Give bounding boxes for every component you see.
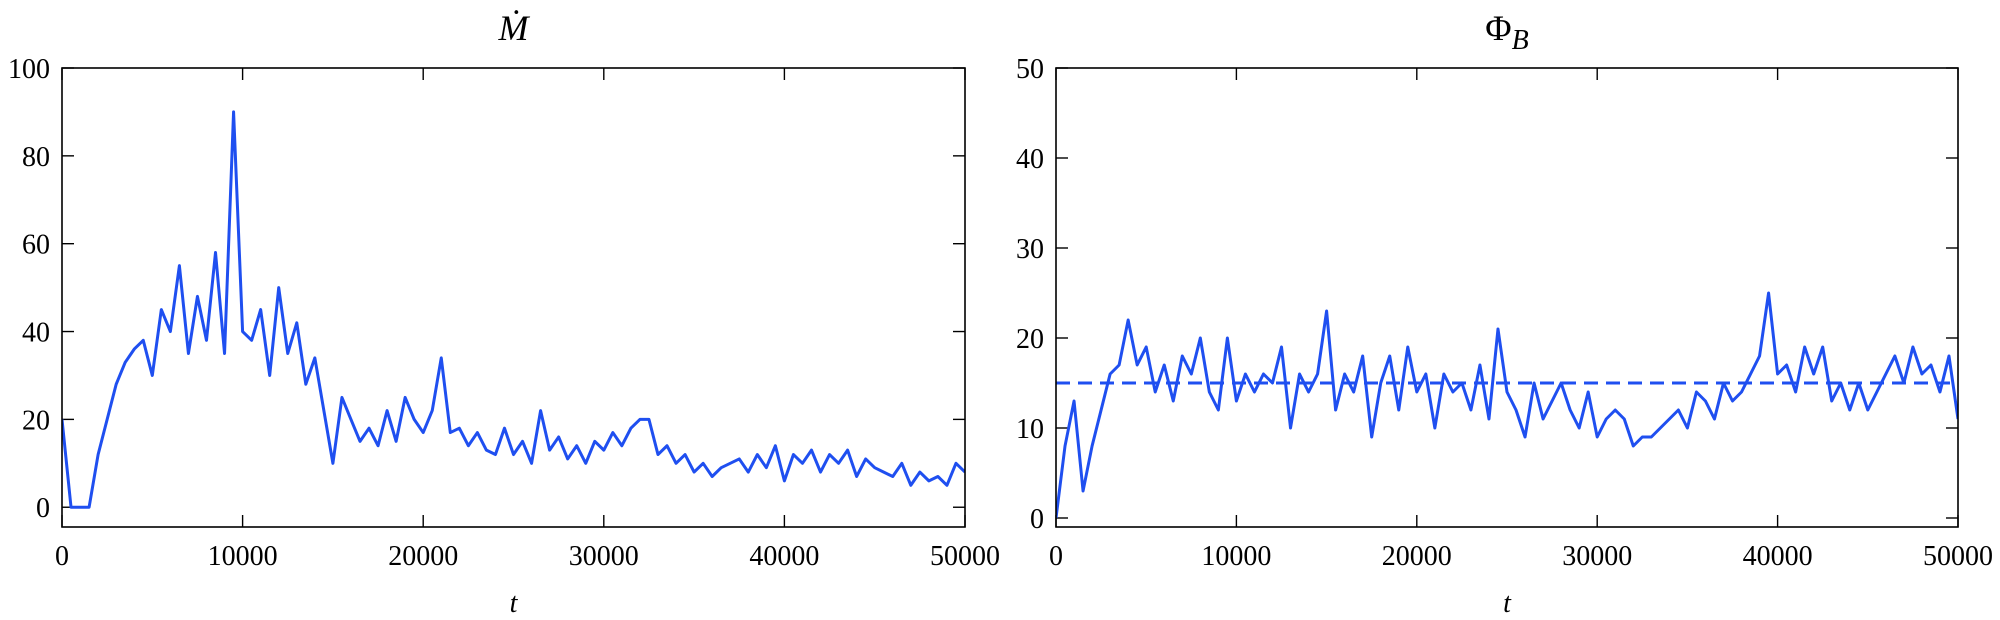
y-tick-label: 100 [8, 54, 50, 85]
y-tick-label: 0 [1030, 504, 1044, 535]
plot-frame [1055, 67, 1959, 528]
title-subscript: B [1512, 25, 1529, 56]
x-axis-label: t [1503, 588, 1512, 619]
y-tick-label: 50 [1016, 54, 1044, 85]
x-tick-label: 20000 [1382, 541, 1452, 572]
y-tick-label: 30 [1016, 234, 1044, 265]
x-tick-label: 10000 [1201, 541, 1271, 572]
title-main: Ṁ [498, 8, 531, 48]
x-tick-label: 40000 [749, 541, 819, 572]
y-tick-label: 40 [22, 318, 50, 349]
x-tick-label: 30000 [569, 541, 639, 572]
y-tick-label: 0 [36, 493, 50, 524]
y-tick-label: 80 [22, 142, 50, 173]
x-tick-label: 40000 [1743, 541, 1813, 572]
y-tick-label: 20 [22, 405, 50, 436]
x-tick-label: 50000 [930, 541, 1000, 572]
x-tick-label: 50000 [1923, 541, 1993, 572]
x-tick-label: 30000 [1562, 541, 1632, 572]
y-tick-label: 60 [22, 230, 50, 261]
x-tick-label: 0 [55, 541, 69, 572]
x-tick-label: 20000 [388, 541, 458, 572]
y-tick-label: 20 [1016, 324, 1044, 355]
title-main: Φ [1485, 8, 1511, 48]
data-line [1056, 291, 1958, 519]
chart-title: ΦB [1485, 8, 1528, 56]
chart-title: Ṁ [498, 8, 531, 48]
x-axis-label: t [510, 588, 519, 619]
x-tick-label: 0 [1049, 541, 1063, 572]
y-tick-label: 10 [1016, 414, 1044, 445]
y-tick-label: 40 [1016, 144, 1044, 175]
x-tick-label: 10000 [208, 541, 278, 572]
plot-frame [61, 67, 966, 528]
data-line [62, 110, 965, 509]
